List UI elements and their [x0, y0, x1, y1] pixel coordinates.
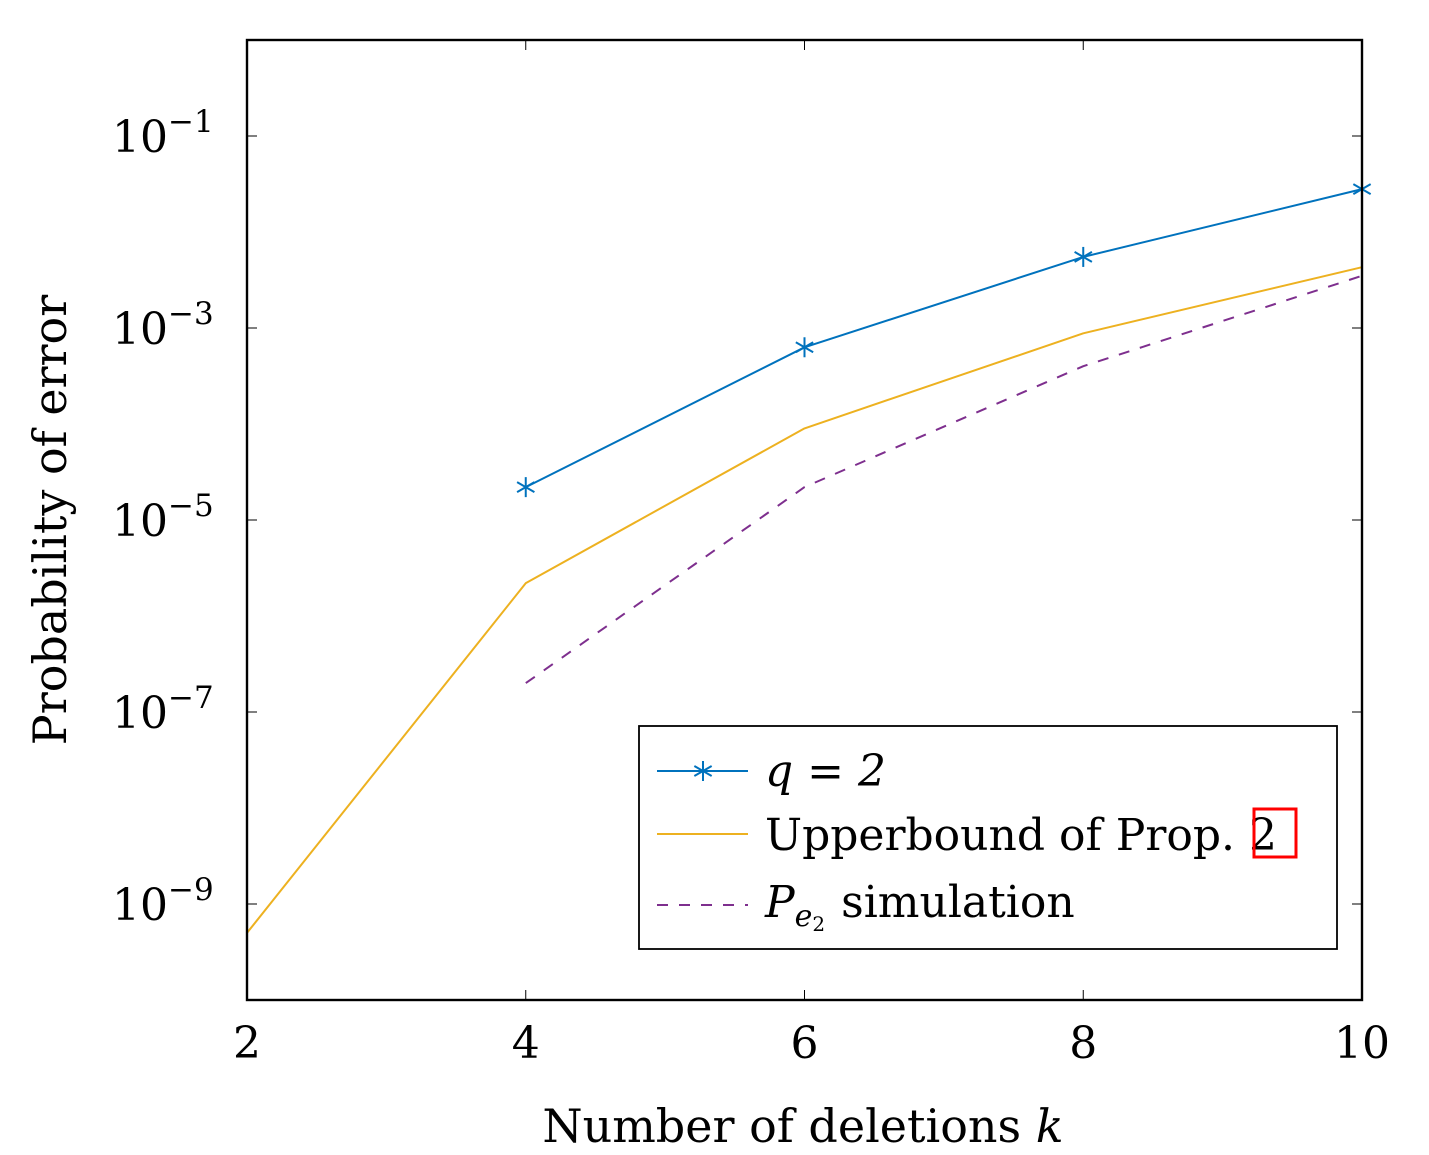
plot-frame	[245, 38, 1364, 1002]
legend-label-upperbound-text: Upperbound of Prop.	[765, 810, 1249, 861]
y-tick-label-4: 10−9	[112, 872, 214, 931]
legend-label-simulation: Pe2 simulation	[764, 877, 1075, 936]
legend-ref-box[interactable]	[1252, 807, 1298, 859]
x-tick-label-2: 6	[791, 1018, 819, 1069]
y-axis-label: Probability of error	[23, 295, 77, 745]
y-tick-label-3: 10−7	[112, 680, 214, 739]
data-point-q2-2	[1074, 246, 1093, 267]
legend-label-sim-sub: e	[795, 899, 813, 934]
x-tick-label-3: 8	[1069, 1018, 1097, 1069]
series-line-simulation	[525, 274, 1363, 684]
x-axis-label-text: Number of deletions	[542, 1099, 1021, 1153]
legend-label-sim-p: P	[764, 877, 796, 928]
x-tick-label-4: 10	[1334, 1018, 1390, 1069]
y-tick-label-0: 10−1	[112, 104, 214, 163]
data-point-q2-1	[795, 337, 814, 358]
legend-label-upperbound: Upperbound of Prop. 2	[765, 810, 1277, 861]
x-tick-label-0: 2	[233, 1018, 261, 1069]
y-tick-label-1: 10−3	[112, 296, 214, 355]
series-layer	[246, 179, 1372, 934]
tick-labels-layer: 2 4 6 8 10 10−1 10−3 10−5 10−7 10−9	[112, 104, 1390, 1069]
x-axis-label-var: k	[1036, 1099, 1064, 1153]
y-tick-label-2: 10−5	[112, 488, 214, 547]
series-line-q2	[525, 188, 1363, 488]
x-tick-label-1: 4	[512, 1018, 540, 1069]
legend-label-sim-subsub: 2	[812, 912, 825, 936]
legend: q = 2 Upperbound of Prop. 2 Pe2 simulatio…	[638, 725, 1338, 950]
legend-label-sim-rest: simulation	[841, 877, 1075, 928]
data-point-q2-0	[516, 477, 535, 498]
legend-marker-q2	[693, 761, 713, 781]
ticks-layer	[246, 40, 1363, 1000]
legend-asterisk-icon	[693, 761, 713, 781]
x-axis-label: Number of deletions k	[542, 1099, 1063, 1153]
legend-label-q2: q = 2	[765, 746, 886, 797]
series-line-upperbound	[246, 266, 1363, 934]
legend-box	[638, 725, 1338, 950]
